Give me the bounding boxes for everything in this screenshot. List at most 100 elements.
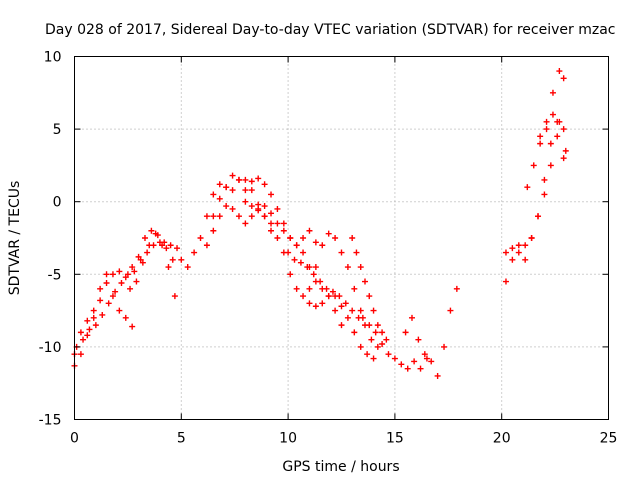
data-point [268,191,275,198]
data-point [105,300,112,307]
data-point [165,264,172,271]
data-point [379,329,386,336]
data-point [248,187,255,194]
data-point [109,271,116,278]
data-point [522,242,529,249]
data-point [146,242,153,249]
data-point [203,213,210,220]
data-point [342,300,349,307]
data-point [366,322,373,329]
data-point [216,181,223,188]
data-point [411,358,418,365]
y-tick-label: 0 [53,195,62,211]
data-point [103,271,110,278]
data-point [216,213,223,220]
data-point [537,133,544,140]
data-point [530,162,537,169]
data-point [242,198,249,205]
data-point [372,329,379,336]
data-point [364,351,371,358]
data-point [235,176,242,183]
data-point [229,187,236,194]
axis-ticks [74,56,609,420]
data-point [216,195,223,202]
data-point [310,271,317,278]
data-point [133,278,140,285]
data-point [556,118,563,125]
series-track [73,239,176,350]
data-point [344,314,351,321]
data-point [84,317,91,324]
data-point [293,285,300,292]
data-point [317,278,324,285]
data-point [77,329,84,336]
data-point [268,210,275,217]
data-point [408,314,415,321]
data-point [415,336,422,343]
data-point [325,230,332,237]
data-point [118,280,125,287]
data-point [417,365,424,372]
data-point [109,293,116,300]
data-point [171,293,178,300]
data-point [391,355,398,362]
data-point [122,314,129,321]
y-tick-label: -5 [48,267,62,283]
data-point [528,235,535,241]
data-point [306,285,313,292]
data-point [543,118,550,125]
series-track [349,235,390,343]
data-point [366,293,373,300]
data-point [210,213,217,220]
data-point [349,235,356,241]
data-point [509,256,516,263]
data-point [370,355,377,362]
data-point [338,322,345,329]
data-point [235,213,242,220]
data-point [304,264,311,271]
data-point [385,351,392,358]
series-track [502,133,567,263]
data-point [274,220,281,227]
data-point [300,249,307,256]
data-point [370,307,377,314]
data-point [306,300,313,307]
data-point [515,242,522,249]
data-point [127,285,134,292]
data-point [280,220,287,227]
series-track [306,230,364,314]
data-point [338,249,345,256]
x-tick-label: 15 [386,431,404,447]
data-point [379,340,386,347]
data-point [129,264,136,271]
series-track [524,111,569,191]
data-point [261,213,268,220]
data-point [293,242,300,249]
series-track [359,314,430,372]
chart-title: Day 028 of 2017, Sidereal Day-to-day VTE… [45,22,615,38]
data-point [268,227,275,234]
data-point [359,314,366,321]
data-point [124,271,131,278]
data-point [434,372,441,379]
data-point [248,203,255,210]
data-point [361,278,368,285]
data-point [562,147,569,154]
data-point [357,264,364,271]
series-track [402,285,460,379]
data-point [97,285,104,292]
data-point [351,285,358,292]
data-point [441,343,448,350]
data-point [383,336,390,343]
data-point [547,140,554,147]
data-point [148,227,155,234]
data-point [242,220,249,227]
data-point [554,133,561,140]
data-point [300,235,307,241]
series-track [178,176,275,271]
data-point [184,264,191,271]
data-point [560,126,567,133]
data-point [191,249,198,256]
data-point [549,111,556,118]
